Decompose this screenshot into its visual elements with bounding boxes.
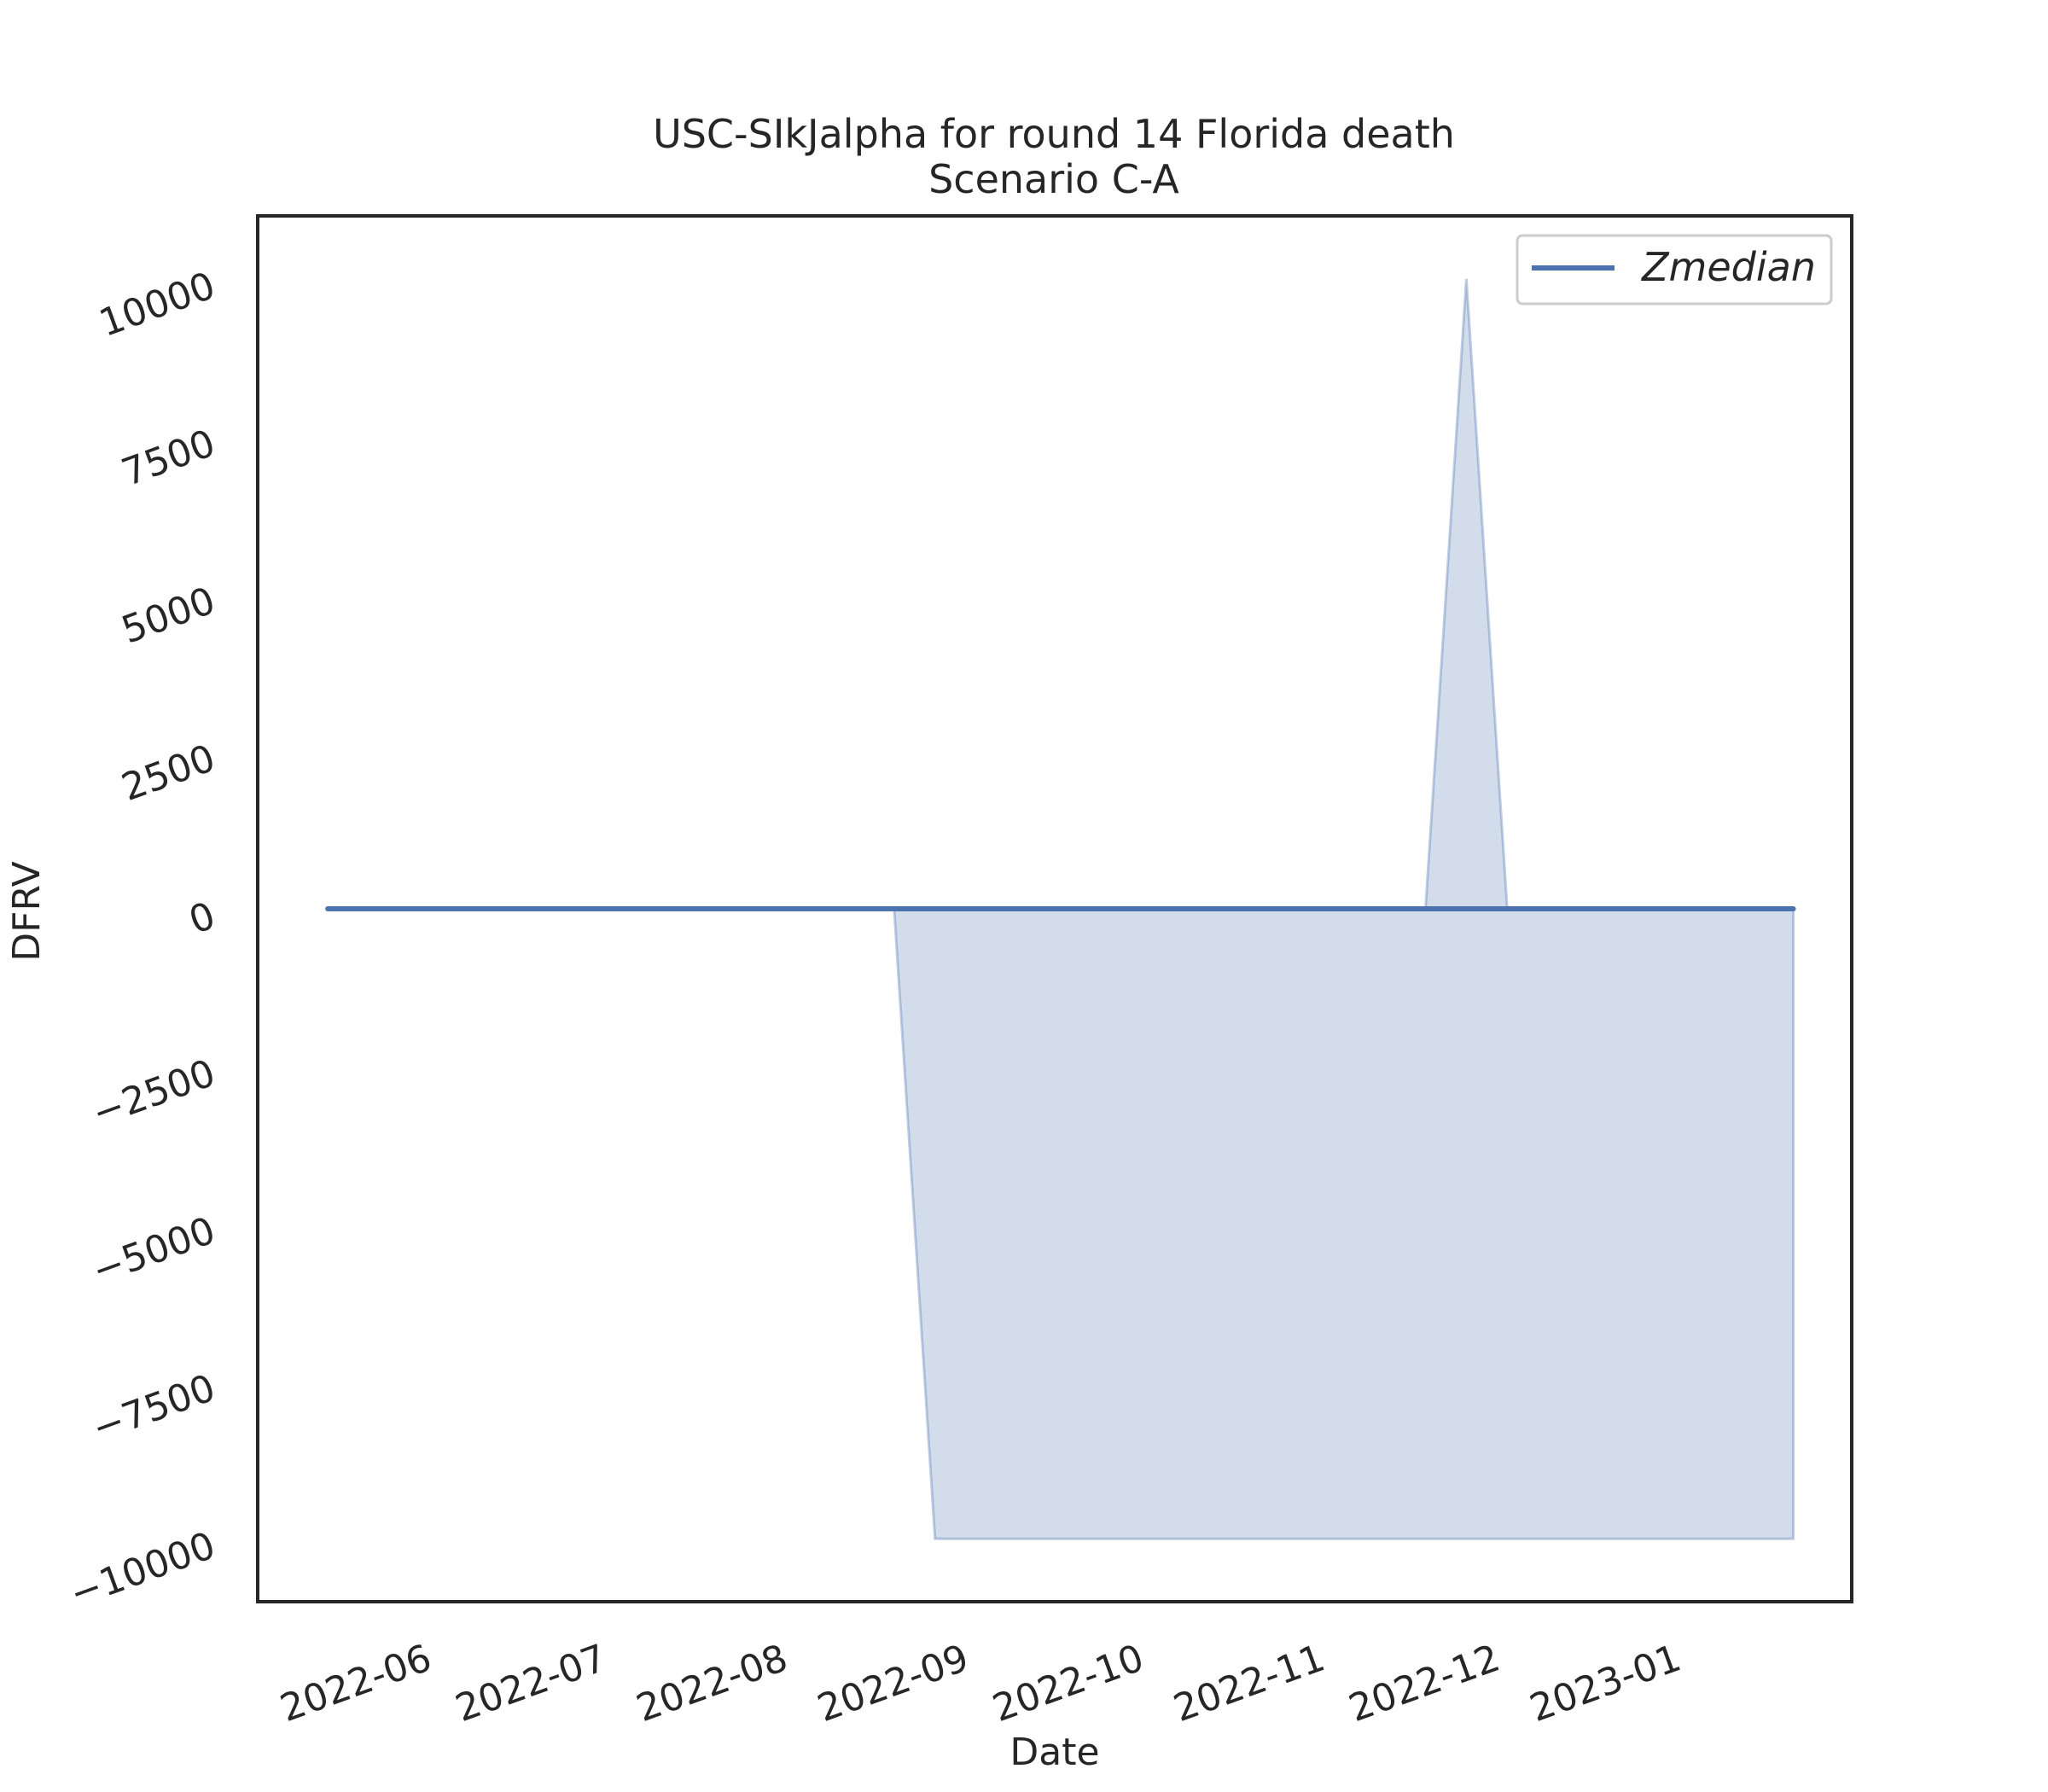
plot-area <box>325 278 1796 1540</box>
y-tick-label: −5000 <box>86 1209 220 1294</box>
y-tick-label: 5000 <box>116 579 221 652</box>
y-tick-label: −10000 <box>64 1524 221 1616</box>
y-tick-label: 10000 <box>94 264 221 346</box>
y-tick-label: 0 <box>183 893 221 943</box>
legend-label: Zmedian <box>1640 244 1816 290</box>
x-tick-label: 2022-11 <box>1168 1636 1330 1731</box>
chart-subtitle: Scenario C-A <box>928 156 1179 202</box>
x-tick-label: 2022-10 <box>987 1636 1149 1731</box>
y-tick-label: −7500 <box>86 1366 220 1451</box>
plot-frame <box>256 214 1853 1603</box>
y-tick-label: 2500 <box>116 736 221 810</box>
y-tick-label: 7500 <box>116 422 221 495</box>
y-tick-label: −2500 <box>86 1051 220 1136</box>
x-tick-label: 2022-12 <box>1343 1636 1505 1731</box>
x-tick-label: 2022-06 <box>275 1636 437 1731</box>
x-tick-label: 2022-07 <box>450 1636 612 1731</box>
x-axis-label: Date <box>1009 1731 1099 1774</box>
x-axis: 2022-06 2022-07 2022-08 2022-09 2022-10 2022-… <box>275 1636 1686 1731</box>
x-tick-label: 2022-08 <box>631 1636 793 1731</box>
legend-box <box>1516 234 1833 305</box>
y-axis-label: DFRV <box>5 861 49 961</box>
x-tick-label: 2022-09 <box>812 1636 974 1731</box>
legend: Zmedian <box>1516 234 1833 305</box>
x-tick-label: 2023-01 <box>1524 1636 1686 1731</box>
y-axis: 10000 7500 5000 2500 0 −2500 −5000 −7500 −10000 <box>64 264 221 1616</box>
chart-title: USC-SIkJalpha for round 14 Florida death <box>653 111 1455 157</box>
